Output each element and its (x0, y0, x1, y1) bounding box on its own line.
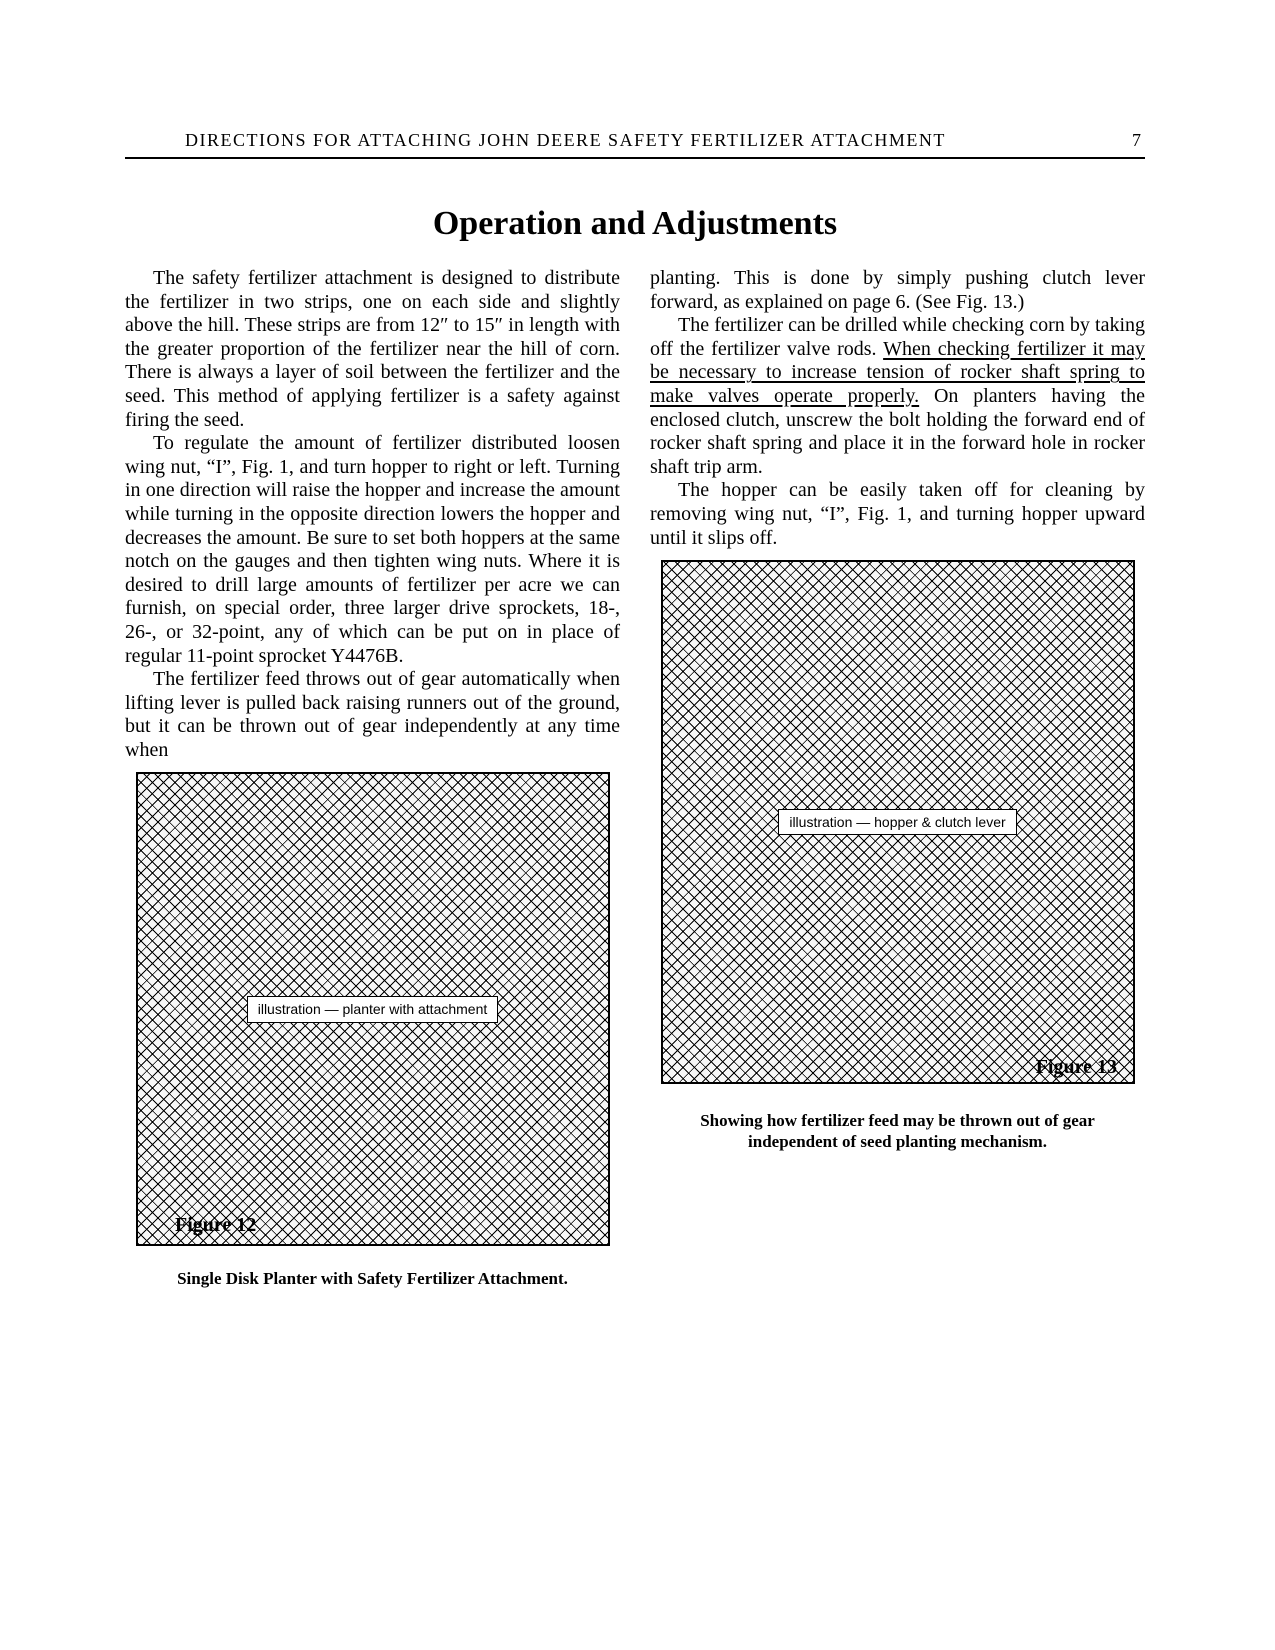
paragraph: The fertilizer can be drilled while chec… (650, 314, 1145, 479)
figure-13-caption: Showing how fertilizer feed may be throw… (650, 1110, 1145, 1153)
figure-13: Figure 13 Showing how fertilizer feed ma… (650, 560, 1145, 1152)
figure-12-caption: Single Disk Planter with Safety Fertiliz… (125, 1268, 620, 1289)
figure-12-label: Figure 12 (175, 1214, 620, 1238)
section-title: Operation and Adjustments (125, 205, 1145, 243)
running-head: DIRECTIONS FOR ATTACHING JOHN DEERE SAFE… (125, 130, 1145, 159)
figure-13-image (661, 560, 1135, 1084)
page-number: 7 (1132, 130, 1141, 151)
paragraph: The fertilizer feed throws out of gear a… (125, 668, 620, 762)
figure-12: Figure 12 Single Disk Planter with Safet… (125, 772, 620, 1289)
paragraph: To regulate the amount of fertilizer dis… (125, 432, 620, 668)
running-head-title: DIRECTIONS FOR ATTACHING JOHN DEERE SAFE… (185, 130, 946, 151)
page: DIRECTIONS FOR ATTACHING JOHN DEERE SAFE… (125, 130, 1145, 1289)
figure-13-label: Figure 13 (650, 1056, 1117, 1080)
paragraph: The safety fertilizer attachment is desi… (125, 267, 620, 432)
figure-12-image (136, 772, 610, 1246)
paragraph: The hopper can be easily taken off for c… (650, 479, 1145, 550)
paragraph: planting. This is done by simply pushing… (650, 267, 1145, 314)
body-columns: The safety fertilizer attachment is desi… (125, 267, 1145, 1289)
